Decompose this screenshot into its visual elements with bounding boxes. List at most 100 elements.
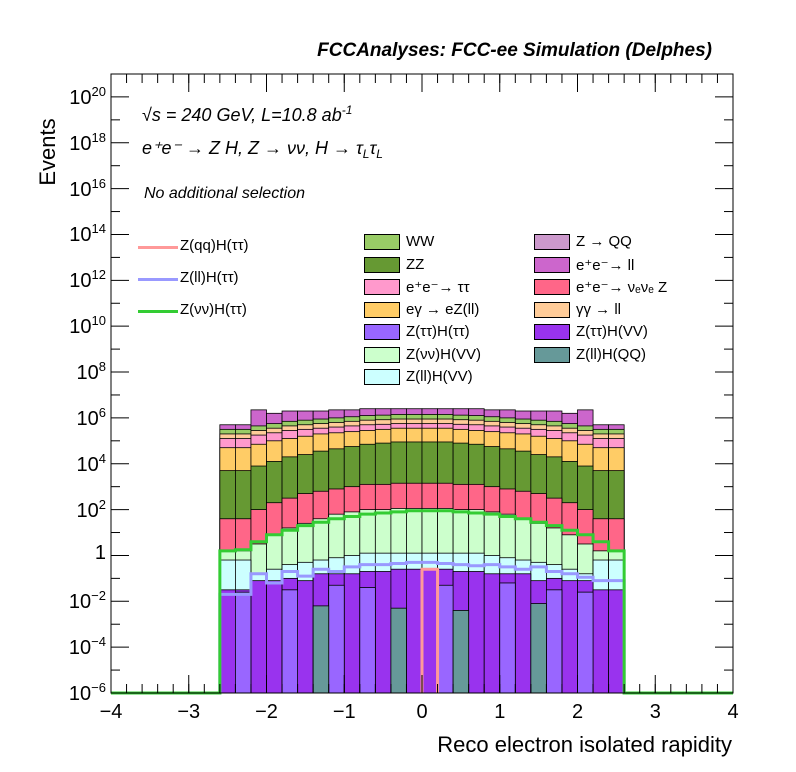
y-tick-label: 102 bbox=[76, 496, 106, 522]
process-sub-1: L bbox=[362, 147, 370, 161]
legend-swatch bbox=[534, 346, 570, 363]
legend-swatch bbox=[364, 234, 400, 250]
legend-swatch bbox=[364, 301, 400, 318]
energy-exponent: -1 bbox=[341, 103, 353, 117]
legend-swatch bbox=[138, 278, 178, 281]
y-tick-label: 10−6 bbox=[68, 680, 106, 705]
bar-zh bbox=[234, 591, 252, 694]
legend-swatch bbox=[534, 301, 570, 318]
y-axis-label: Events bbox=[35, 118, 60, 186]
bar-zhvv bbox=[374, 571, 392, 694]
stack-bars bbox=[219, 408, 625, 694]
y-tick-label: 1018 bbox=[69, 129, 106, 155]
y-tick-label: 1016 bbox=[69, 175, 106, 201]
bar-zllhqq bbox=[312, 605, 330, 694]
legend-label: Z → QQ bbox=[576, 233, 632, 250]
bar-zhvv bbox=[343, 573, 361, 694]
legend-swatch bbox=[534, 324, 570, 340]
legend-label: Z(ττ)H(VV) bbox=[576, 323, 648, 340]
energy-annotation: √s = 240 GeV, L=10.8 ab-1 bbox=[142, 103, 352, 126]
x-tick-label: 3 bbox=[649, 701, 661, 723]
bar-zhvv bbox=[468, 571, 485, 694]
legend-label: ZZ bbox=[406, 255, 425, 273]
x-tick-label: 4 bbox=[727, 701, 739, 723]
legend-swatch bbox=[364, 279, 400, 295]
bar-zhvv bbox=[250, 580, 267, 694]
energy-text: s = 240 GeV, L=10.8 ab bbox=[151, 105, 342, 125]
x-tick-label: 0 bbox=[416, 701, 428, 723]
process-tau: τ bbox=[369, 138, 377, 158]
bar-zhvv bbox=[561, 580, 578, 694]
bar-zhvv bbox=[608, 589, 625, 694]
x-tick-label: −4 bbox=[99, 701, 123, 723]
x-axis-label: Reco electron isolated rapidity bbox=[437, 732, 732, 757]
line-zh bbox=[111, 509, 733, 695]
legend-label: eγ → eZ(ll) bbox=[406, 300, 480, 318]
bar-zhvv bbox=[266, 580, 283, 694]
sqrt-symbol: √ bbox=[142, 105, 152, 125]
selection-annotation: No additional selection bbox=[144, 185, 305, 202]
y-tick-label: 106 bbox=[76, 404, 106, 430]
bar-zllhqq bbox=[452, 610, 470, 694]
process-sub-2: L bbox=[376, 147, 383, 161]
bar-zh bbox=[437, 584, 454, 694]
line-zqqh bbox=[420, 567, 440, 693]
legend-swatch bbox=[534, 279, 570, 295]
legend-label: Z(ll)H(ττ) bbox=[180, 269, 239, 286]
bar-zh bbox=[577, 591, 594, 694]
legend-swatch bbox=[534, 256, 570, 273]
y-tick-label: 108 bbox=[76, 359, 106, 385]
bar-zhvv bbox=[297, 580, 314, 694]
legend-swatch bbox=[364, 346, 400, 363]
axes-frame bbox=[110, 73, 734, 694]
legend-label: WW bbox=[406, 233, 435, 250]
y-tick-label: 1012 bbox=[69, 267, 106, 293]
legend-label: Z(ll)H(VV) bbox=[406, 368, 473, 385]
legend-label: Z(ττ)H(ττ) bbox=[406, 323, 470, 340]
bar-zhvv bbox=[592, 589, 609, 694]
y-tick-label: 10−4 bbox=[68, 634, 106, 660]
bar-zh bbox=[499, 582, 516, 694]
x-tick-label: −2 bbox=[255, 701, 278, 723]
x-tick-label: 1 bbox=[494, 701, 506, 723]
plot-header: FCCAnalyses: FCC-ee Simulation (Delphes) bbox=[317, 40, 712, 61]
bar-zhvv bbox=[483, 573, 501, 694]
legend-label: e⁺e⁻→ ττ bbox=[406, 279, 470, 296]
legend-swatch bbox=[364, 324, 400, 340]
legend-label: γγ → ll bbox=[576, 300, 621, 318]
x-tick-label: 2 bbox=[571, 701, 584, 723]
legend-swatch bbox=[364, 256, 400, 273]
legend-swatch bbox=[364, 369, 400, 385]
bar-zh bbox=[359, 587, 376, 694]
legend-label: Z(qq)H(ττ) bbox=[180, 237, 249, 254]
bar-zh bbox=[281, 589, 298, 694]
y-tick-label: 104 bbox=[76, 450, 106, 476]
y-tick-label: 1014 bbox=[69, 221, 106, 247]
legend-label: Z(νν)H(VV) bbox=[406, 345, 481, 363]
bar-zhvv bbox=[421, 568, 438, 694]
legend-label: Z(νν)H(ττ) bbox=[180, 301, 247, 318]
process-text: e⁺e⁻ → Z H, Z → νν, H → τ bbox=[142, 138, 363, 158]
bar-zhvv bbox=[219, 589, 236, 694]
x-tick-label: −1 bbox=[332, 701, 356, 723]
legend-swatch bbox=[534, 234, 570, 250]
bar-zh bbox=[328, 584, 345, 694]
signal-lines bbox=[111, 509, 733, 695]
y-tick-label: 10−2 bbox=[68, 588, 106, 614]
y-tick-label: 1 bbox=[94, 542, 106, 565]
process-annotation: e⁺e⁻ → Z H, Z → νν, H → τLτL bbox=[142, 138, 383, 161]
y-tick-label: 1020 bbox=[69, 83, 106, 109]
bar-zhvv bbox=[406, 568, 423, 694]
line-zllh bbox=[111, 560, 733, 695]
legend-swatch bbox=[138, 246, 178, 249]
legend-label: e⁺e⁻→ ll bbox=[576, 256, 635, 274]
legend-label: Z(ll)H(QQ) bbox=[576, 345, 646, 363]
bar-zllhqq bbox=[390, 607, 407, 694]
bar-zllhqq bbox=[530, 603, 547, 694]
legend-swatch bbox=[138, 310, 178, 313]
bar-zhvv bbox=[514, 573, 532, 694]
x-tick-label: −3 bbox=[177, 701, 201, 723]
bar-zh bbox=[546, 589, 563, 694]
y-tick-label: 1010 bbox=[69, 313, 106, 339]
